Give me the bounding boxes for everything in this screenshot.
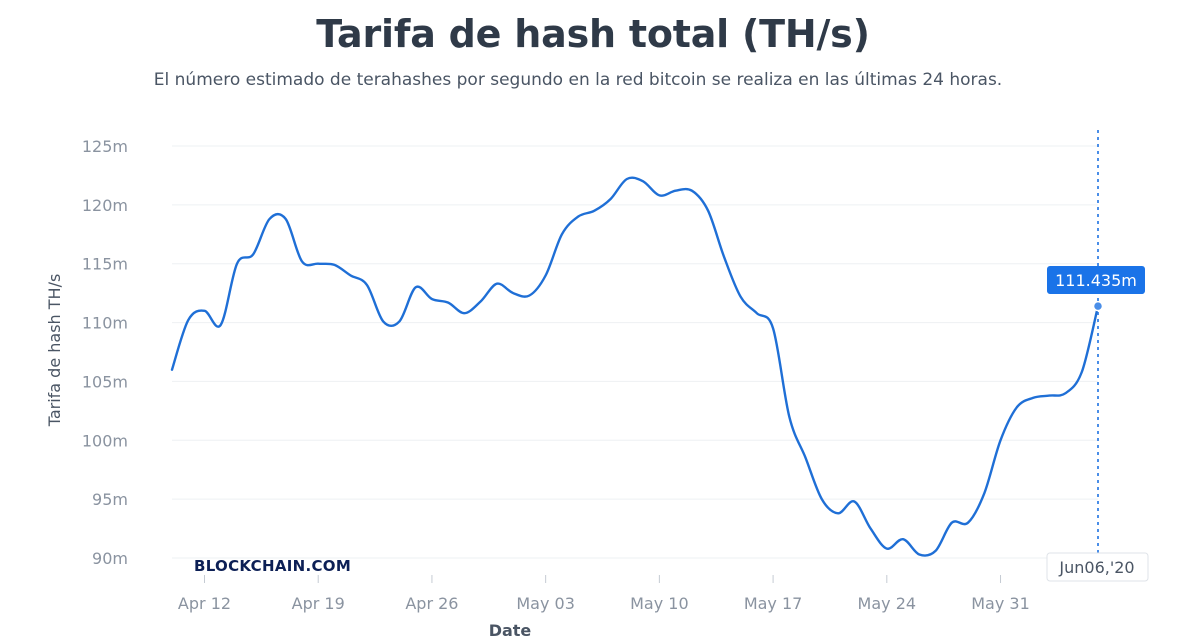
y-axis-title: Tarifa de hash TH/s <box>45 274 64 428</box>
y-tick-label: 125m <box>82 137 128 156</box>
y-tick-label: 110m <box>82 314 128 333</box>
value-tooltip-label: 111.435m <box>1055 271 1137 290</box>
x-tick-label: May 31 <box>971 594 1030 613</box>
chart-subtitle: El número estimado de terahashes por seg… <box>153 70 1003 90</box>
y-tick-label: 105m <box>82 372 128 391</box>
series-line-hash-rate[interactable] <box>170 176 1100 557</box>
x-tick-label: Apr 19 <box>292 594 345 613</box>
chart-title: Tarifa de hash total (TH/s) <box>316 12 870 56</box>
y-tick-label: 115m <box>82 255 128 274</box>
y-axis-ticks: 90m 95m 100m 105m 110m 115m 120m 125m <box>82 137 128 568</box>
x-tick-label: May 03 <box>516 594 575 613</box>
hover-point[interactable] <box>1092 300 1104 312</box>
x-tick-label: May 17 <box>744 594 803 613</box>
blockchain-logo: BLOCKCHAIN.COM <box>194 557 351 575</box>
x-tick-label: May 24 <box>858 594 917 613</box>
x-tick-label: May 10 <box>630 594 689 613</box>
y-tick-label: 100m <box>82 431 128 450</box>
x-tick-label: Apr 26 <box>405 594 458 613</box>
x-axis-title: Date <box>489 621 532 640</box>
value-tooltip: 111.435m <box>1047 266 1145 294</box>
y-tick-label: 120m <box>82 196 128 215</box>
y-tick-label: 95m <box>92 490 128 509</box>
grid-lines <box>172 145 1098 559</box>
date-tooltip-bg <box>1046 552 1149 582</box>
y-tick-label: 90m <box>92 549 128 568</box>
x-tick-label: Apr 12 <box>178 594 231 613</box>
value-tooltip-bg <box>1047 266 1145 294</box>
date-tooltip-label: Jun06,'20 <box>1058 558 1134 577</box>
date-tooltip: Jun06,'20 <box>1046 552 1149 582</box>
x-axis-ticks: Apr 12 Apr 19 Apr 26 May 03 May 10 May 17 May … <box>178 575 1030 613</box>
